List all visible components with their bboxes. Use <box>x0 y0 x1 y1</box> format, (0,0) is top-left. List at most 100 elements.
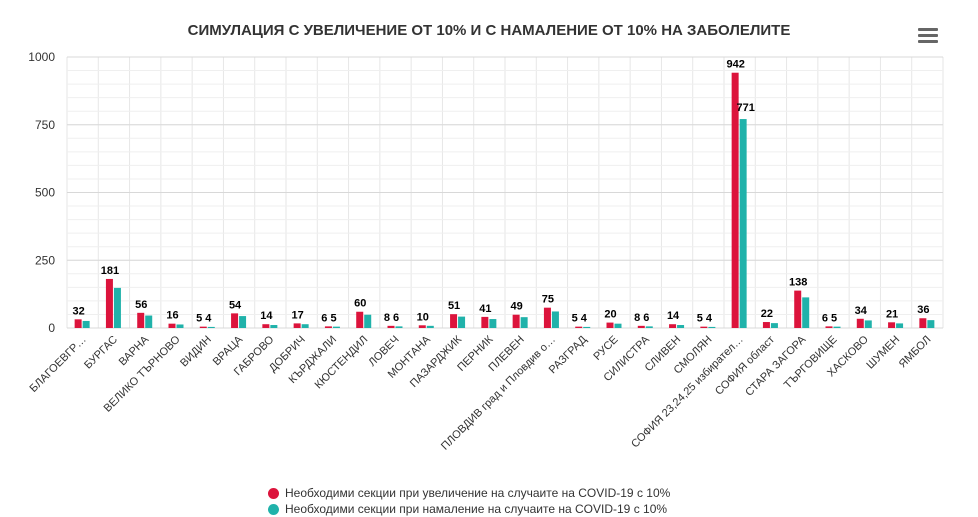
bar-increase[interactable] <box>231 313 239 328</box>
bar-increase[interactable] <box>199 326 207 328</box>
y-tick-label: 1000 <box>28 50 55 64</box>
data-label: 32 <box>73 305 85 317</box>
bar-decrease[interactable] <box>739 119 747 329</box>
bar-increase[interactable] <box>637 325 645 328</box>
y-tick-label: 250 <box>35 253 55 267</box>
bar-decrease[interactable] <box>82 320 90 328</box>
data-label: 22 <box>761 308 773 320</box>
bar-increase[interactable] <box>669 324 677 328</box>
bar-increase[interactable] <box>575 326 583 328</box>
bar-decrease[interactable] <box>489 319 497 328</box>
bar-decrease[interactable] <box>708 326 716 328</box>
bar-increase[interactable] <box>888 322 896 328</box>
bar-decrease[interactable] <box>583 326 591 328</box>
y-tick-label: 500 <box>35 186 55 200</box>
y-tick-label: 0 <box>48 321 55 335</box>
data-label: 34 <box>855 305 868 317</box>
bar-decrease[interactable] <box>364 314 372 328</box>
legend-item-increase[interactable]: Необходими секции при увеличение на случ… <box>268 485 670 501</box>
bar-increase[interactable] <box>700 326 708 328</box>
bar-decrease[interactable] <box>332 326 340 328</box>
data-label: 56 <box>135 299 147 311</box>
bar-decrease[interactable] <box>770 323 778 328</box>
bar-decrease[interactable] <box>927 320 935 328</box>
data-label: 942 <box>726 59 744 71</box>
data-label: 60 <box>354 298 366 310</box>
bar-decrease[interactable] <box>896 323 904 328</box>
bar-increase[interactable] <box>74 319 82 328</box>
bar-increase[interactable] <box>512 314 520 328</box>
bar-increase[interactable] <box>762 322 770 328</box>
data-label: 75 <box>542 294 554 306</box>
bar-increase[interactable] <box>731 72 739 328</box>
data-label: 20 <box>604 309 616 321</box>
bar-decrease[interactable] <box>520 317 528 328</box>
bar-decrease[interactable] <box>614 323 622 328</box>
bar-decrease[interactable] <box>802 297 810 328</box>
bar-increase[interactable] <box>105 278 113 328</box>
bar-increase[interactable] <box>543 307 551 328</box>
legend: Необходими секции при увеличение на случ… <box>268 485 670 517</box>
data-label: 5 4 <box>196 313 212 325</box>
legend-marker-increase <box>268 487 279 499</box>
x-tick-label: ВИДИН <box>178 334 214 370</box>
bar-decrease[interactable] <box>864 320 872 328</box>
bar-decrease[interactable] <box>207 326 215 328</box>
legend-label-decrease: Необходими секции при намаление на случа… <box>285 502 668 516</box>
data-label: 181 <box>101 265 119 277</box>
bar-decrease[interactable] <box>426 325 434 328</box>
data-label: 49 <box>511 301 523 313</box>
bar-decrease[interactable] <box>677 325 685 328</box>
bar-increase[interactable] <box>794 290 802 328</box>
bar-increase[interactable] <box>825 326 833 328</box>
bar-decrease[interactable] <box>833 326 841 328</box>
data-label: 17 <box>292 309 304 321</box>
chart-title: СИМУЛАЦИЯ С УВЕЛИЧЕНИЕ ОТ 10% И С НАМАЛЕ… <box>187 22 791 39</box>
data-label: 14 <box>667 310 680 322</box>
bar-decrease[interactable] <box>176 324 184 328</box>
data-label: 5 4 <box>697 313 713 325</box>
data-label: 6 5 <box>822 312 837 324</box>
data-label: 8 6 <box>634 312 649 324</box>
bar-decrease[interactable] <box>645 326 653 328</box>
bar-increase[interactable] <box>919 318 927 328</box>
data-label: 5 4 <box>572 313 588 325</box>
y-tick-label: 750 <box>35 118 55 132</box>
x-tick-label: ШУМЕН <box>864 334 902 372</box>
legend-item-decrease[interactable]: Необходими секции при намаление на случа… <box>268 501 670 517</box>
bar-decrease[interactable] <box>458 316 466 328</box>
data-label: 138 <box>789 277 807 289</box>
data-label: 14 <box>260 310 273 322</box>
bar-increase[interactable] <box>856 318 864 328</box>
legend-marker-decrease <box>268 503 279 515</box>
bar-increase[interactable] <box>293 323 301 328</box>
bar-increase[interactable] <box>324 326 332 328</box>
bar-increase[interactable] <box>450 314 458 328</box>
bar-decrease[interactable] <box>239 316 247 328</box>
bar-decrease[interactable] <box>113 287 121 328</box>
data-label: 771 <box>736 102 754 114</box>
hamburger-menu-icon[interactable] <box>918 28 938 44</box>
data-label: 54 <box>229 299 242 311</box>
legend-label-increase: Необходими секции при увеличение на случ… <box>285 486 671 500</box>
bar-decrease[interactable] <box>270 325 278 328</box>
bar-increase[interactable] <box>606 322 614 328</box>
bar-increase[interactable] <box>168 323 176 328</box>
bar-decrease[interactable] <box>301 324 309 328</box>
data-label: 10 <box>417 311 429 323</box>
data-label: 21 <box>886 308 898 320</box>
bar-increase[interactable] <box>137 312 145 328</box>
bar-increase[interactable] <box>481 316 489 328</box>
bar-increase[interactable] <box>418 325 426 328</box>
bar-decrease[interactable] <box>395 326 403 328</box>
data-label: 16 <box>166 310 178 322</box>
bar-increase[interactable] <box>262 324 270 328</box>
bar-increase[interactable] <box>387 325 395 328</box>
x-tick-label: БУРГАС <box>82 334 120 372</box>
x-tick-label: ПЛОВДИВ град и Пловдив о… <box>439 334 558 453</box>
bar-increase[interactable] <box>356 311 364 328</box>
bar-decrease[interactable] <box>145 315 153 328</box>
data-label: 6 5 <box>321 312 336 324</box>
bar-decrease[interactable] <box>551 311 559 328</box>
